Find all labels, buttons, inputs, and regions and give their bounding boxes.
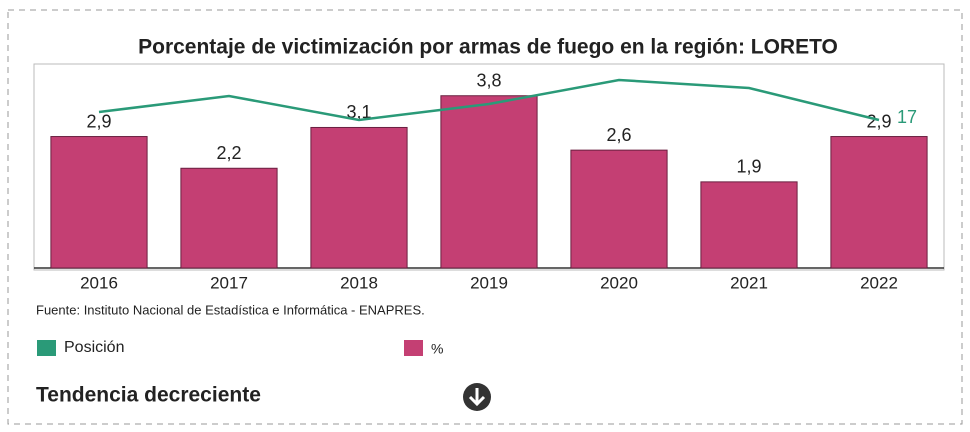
trend-icon xyxy=(463,383,491,411)
legend-swatch xyxy=(37,340,56,356)
data-label: 3,8 xyxy=(476,70,501,90)
x-tick-label: 2021 xyxy=(730,273,768,292)
data-label: 17 xyxy=(897,107,917,127)
data-label: 2,9 xyxy=(86,111,111,131)
source-note: Fuente: Instituto Nacional de Estadístic… xyxy=(36,302,425,317)
x-tick-label: 2018 xyxy=(340,273,378,292)
legend-label: % xyxy=(431,341,443,357)
legend-swatch xyxy=(404,340,423,356)
x-tick-label: 2019 xyxy=(470,273,508,292)
line xyxy=(98,78,880,122)
x-tick-label: 2017 xyxy=(210,273,248,292)
legend-label: Posición xyxy=(64,339,124,356)
data-label: 2,9 xyxy=(866,111,891,131)
bar xyxy=(830,136,928,269)
bar xyxy=(50,136,148,269)
bar xyxy=(700,181,798,269)
bar xyxy=(570,149,668,269)
x-tick-label: 2016 xyxy=(80,273,118,292)
data-label: 1,9 xyxy=(736,157,761,177)
bar xyxy=(180,167,278,269)
trend-label: Tendencia decreciente xyxy=(36,384,261,407)
x-tick-label: 2022 xyxy=(860,273,898,292)
bar xyxy=(310,126,408,269)
data-label: 2,6 xyxy=(606,125,631,145)
bar xyxy=(440,95,538,269)
x-tick-label: 2020 xyxy=(600,273,638,292)
data-label: 2,2 xyxy=(216,143,241,163)
chart-title: Porcentaje de victimización por armas de… xyxy=(138,36,838,59)
data-label: 3,1 xyxy=(346,102,371,122)
